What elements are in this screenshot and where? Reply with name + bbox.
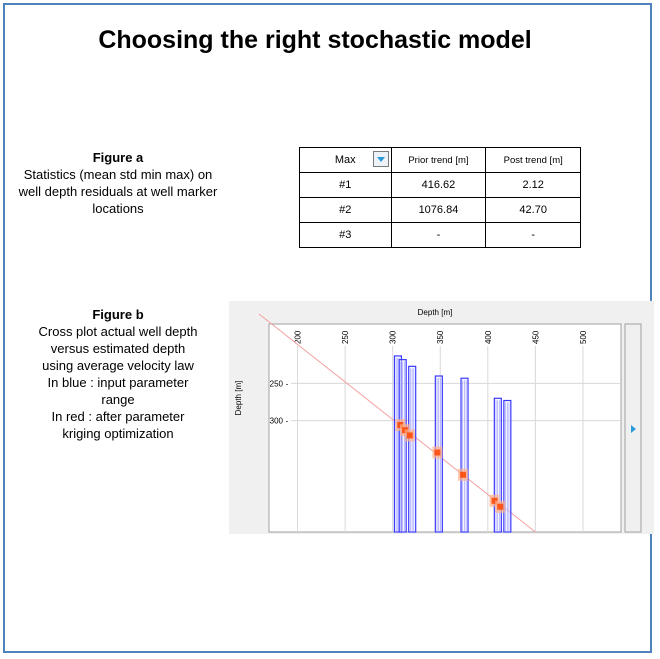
cell-post: 2.12 xyxy=(485,172,581,198)
crossplot-panel: Depth [m] Depth [m] 200 250 300 350 400 450 500 2… xyxy=(229,301,654,534)
y-tick-label: 300 xyxy=(270,417,284,426)
statistic-selector-value: Max xyxy=(334,154,356,166)
x-axis-label: Depth [m] xyxy=(418,308,453,317)
x-tick-label: 400 xyxy=(484,330,493,344)
y-tick-label: 250 xyxy=(270,379,284,388)
cell-prior: 1076.84 xyxy=(390,197,487,223)
chevron-down-icon[interactable] xyxy=(372,151,389,167)
optimized-point xyxy=(406,432,413,439)
figure-b-line: versus estimated depth xyxy=(50,341,186,356)
table-header-row: Max Prior trend [m] Post trend [m] xyxy=(299,147,581,173)
figure-a-caption: Figure a Statistics (mean std min max) o… xyxy=(18,149,218,217)
figure-b-line: using average velocity law xyxy=(42,358,194,373)
x-tick-label: 200 xyxy=(294,330,303,344)
optimized-point xyxy=(491,497,498,504)
y-tick-mark: - xyxy=(286,379,289,388)
figure-b-line: In red : after parameter xyxy=(51,409,185,424)
optimized-point xyxy=(460,471,467,478)
figure-b-line: Cross plot actual well depth xyxy=(38,324,198,339)
figure-b-line: kriging optimization xyxy=(62,426,174,441)
cell-well: #2 xyxy=(299,197,392,223)
x-tick-label: 300 xyxy=(389,330,398,344)
y-tick-mark: - xyxy=(286,417,289,426)
figure-a-text: Statistics (mean std min max) on well de… xyxy=(18,167,218,216)
y-axis-label: Depth [m] xyxy=(234,381,243,416)
figure-a-heading: Figure a xyxy=(92,150,144,165)
x-tick-label: 250 xyxy=(341,330,350,344)
cell-well: #3 xyxy=(299,222,392,248)
plot-area xyxy=(268,323,622,533)
table-row: #3 - - xyxy=(299,222,581,248)
x-tick-label: 450 xyxy=(531,330,540,344)
figure-b-line: In blue : input parameter xyxy=(47,375,189,390)
cell-prior: - xyxy=(390,222,487,248)
table-row: #2 1076.84 42.70 xyxy=(299,197,581,223)
statistics-table: Max Prior trend [m] Post trend [m] #1 41… xyxy=(299,147,581,248)
figure-b-heading: Figure b xyxy=(92,307,144,322)
optimized-point xyxy=(497,503,504,510)
crossplot-chart: Depth [m] Depth [m] 200 250 300 350 400 450 500 2… xyxy=(234,308,642,533)
table-row: #1 416.62 2.12 xyxy=(299,172,581,198)
x-tick-label: 350 xyxy=(436,330,445,344)
x-tick-label: 500 xyxy=(579,330,588,344)
cell-post: - xyxy=(485,222,581,248)
cell-well: #1 xyxy=(299,172,392,198)
figure-b-line: range xyxy=(101,392,135,407)
optimized-point xyxy=(434,449,441,456)
figure-b-caption: Figure b Cross plot actual well depth ve… xyxy=(18,306,218,442)
header-prior-trend: Prior trend [m] xyxy=(390,147,487,173)
slide-title: Choosing the right stochastic model xyxy=(98,26,532,54)
statistic-selector[interactable]: Max xyxy=(299,147,392,173)
cell-post: 42.70 xyxy=(485,197,581,223)
expand-arrow-icon[interactable] xyxy=(631,425,636,433)
header-post-trend: Post trend [m] xyxy=(485,147,581,173)
cell-prior: 416.62 xyxy=(390,172,487,198)
